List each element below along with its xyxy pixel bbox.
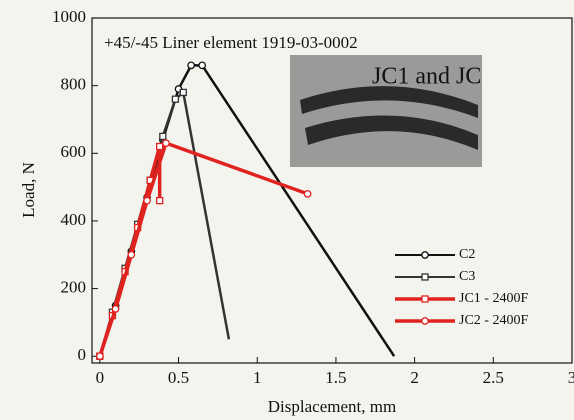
marker [421,251,429,259]
x-tick-label: 2 [410,368,419,387]
x-tick-label: 1.5 [325,368,346,387]
marker [171,95,180,103]
annotation: +45/-45 Liner element 1919-03-0002 [104,33,358,52]
marker [127,250,136,259]
marker [179,88,187,97]
inset-label: JC1 and JC [372,64,481,90]
marker [187,61,195,70]
legend-label: C3 [459,269,475,284]
marker [198,61,207,70]
marker [159,132,167,141]
x-tick-label: 3 [568,368,574,387]
marker [421,317,429,325]
legend-label: C2 [459,247,475,262]
marker [111,305,120,313]
marker [303,190,312,198]
marker [156,196,164,205]
photo-strip [305,115,478,150]
photo-strip [300,86,478,118]
x-tick-label: 0.5 [168,368,189,387]
y-tick-label: 1000 [52,7,86,26]
x-tick-label: 0 [96,368,105,387]
legend-label: JC1 - 2400F [459,291,528,306]
inset-photo: JC1 and JC [290,55,482,167]
y-tick-label: 800 [61,75,87,94]
marker [143,196,151,205]
marker [421,295,429,303]
y-axis-label: Load, N [19,162,38,218]
x-tick-label: 1 [253,368,262,387]
y-tick-label: 400 [61,210,87,229]
series-line [98,140,309,357]
plot-frame [91,17,573,364]
marker [421,273,429,281]
series-line [98,90,231,357]
photo-bg [290,55,482,167]
x-tick-label: 2.5 [483,368,504,387]
y-tick-label: 600 [61,142,87,161]
y-tick-label: 0 [78,345,87,364]
y-tick-label: 200 [61,277,87,296]
legend-label: JC2 - 2400F [459,313,528,328]
x-axis-label: Displacement, mm [268,397,396,416]
marker [162,139,170,147]
marker [96,352,104,361]
marker [156,142,164,151]
